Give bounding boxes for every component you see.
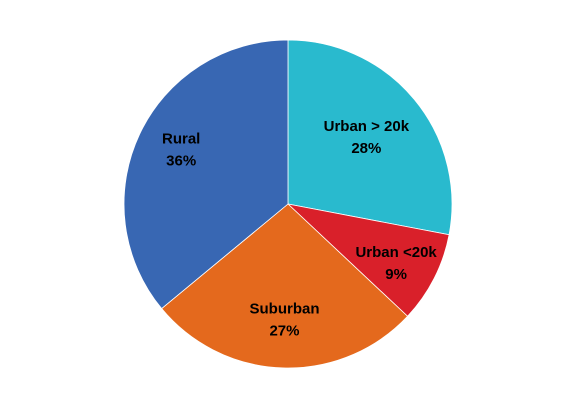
slice-label-percent: 36% <box>166 153 196 170</box>
slice-label: Rural 36% <box>162 131 200 170</box>
slice-label: Urban > 20k 28% <box>324 118 410 157</box>
slice-label: Suburban 27% <box>249 300 319 339</box>
slice-label-percent: 27% <box>269 322 299 339</box>
pie-slice-suburban <box>161 203 409 369</box>
pie-slice-rural <box>123 39 289 310</box>
slice-label-percent: 28% <box>351 140 381 157</box>
slice-label-name: Urban > 20k <box>324 118 410 135</box>
pie-slices <box>123 39 453 369</box>
pie-slice-urban-20k <box>286 203 450 317</box>
slice-label-name: Suburban <box>249 300 319 317</box>
slice-label-name: Urban <20k <box>355 244 437 261</box>
pie-slice-urban-20k <box>287 39 453 236</box>
slice-label-percent: 9% <box>385 266 407 283</box>
pie-labels: Urban > 20k 28% Urban <20k 9% Suburban 27% Rur… <box>162 118 437 339</box>
slice-label-name: Rural <box>162 131 200 148</box>
slice-label: Urban <20k 9% <box>355 244 437 283</box>
